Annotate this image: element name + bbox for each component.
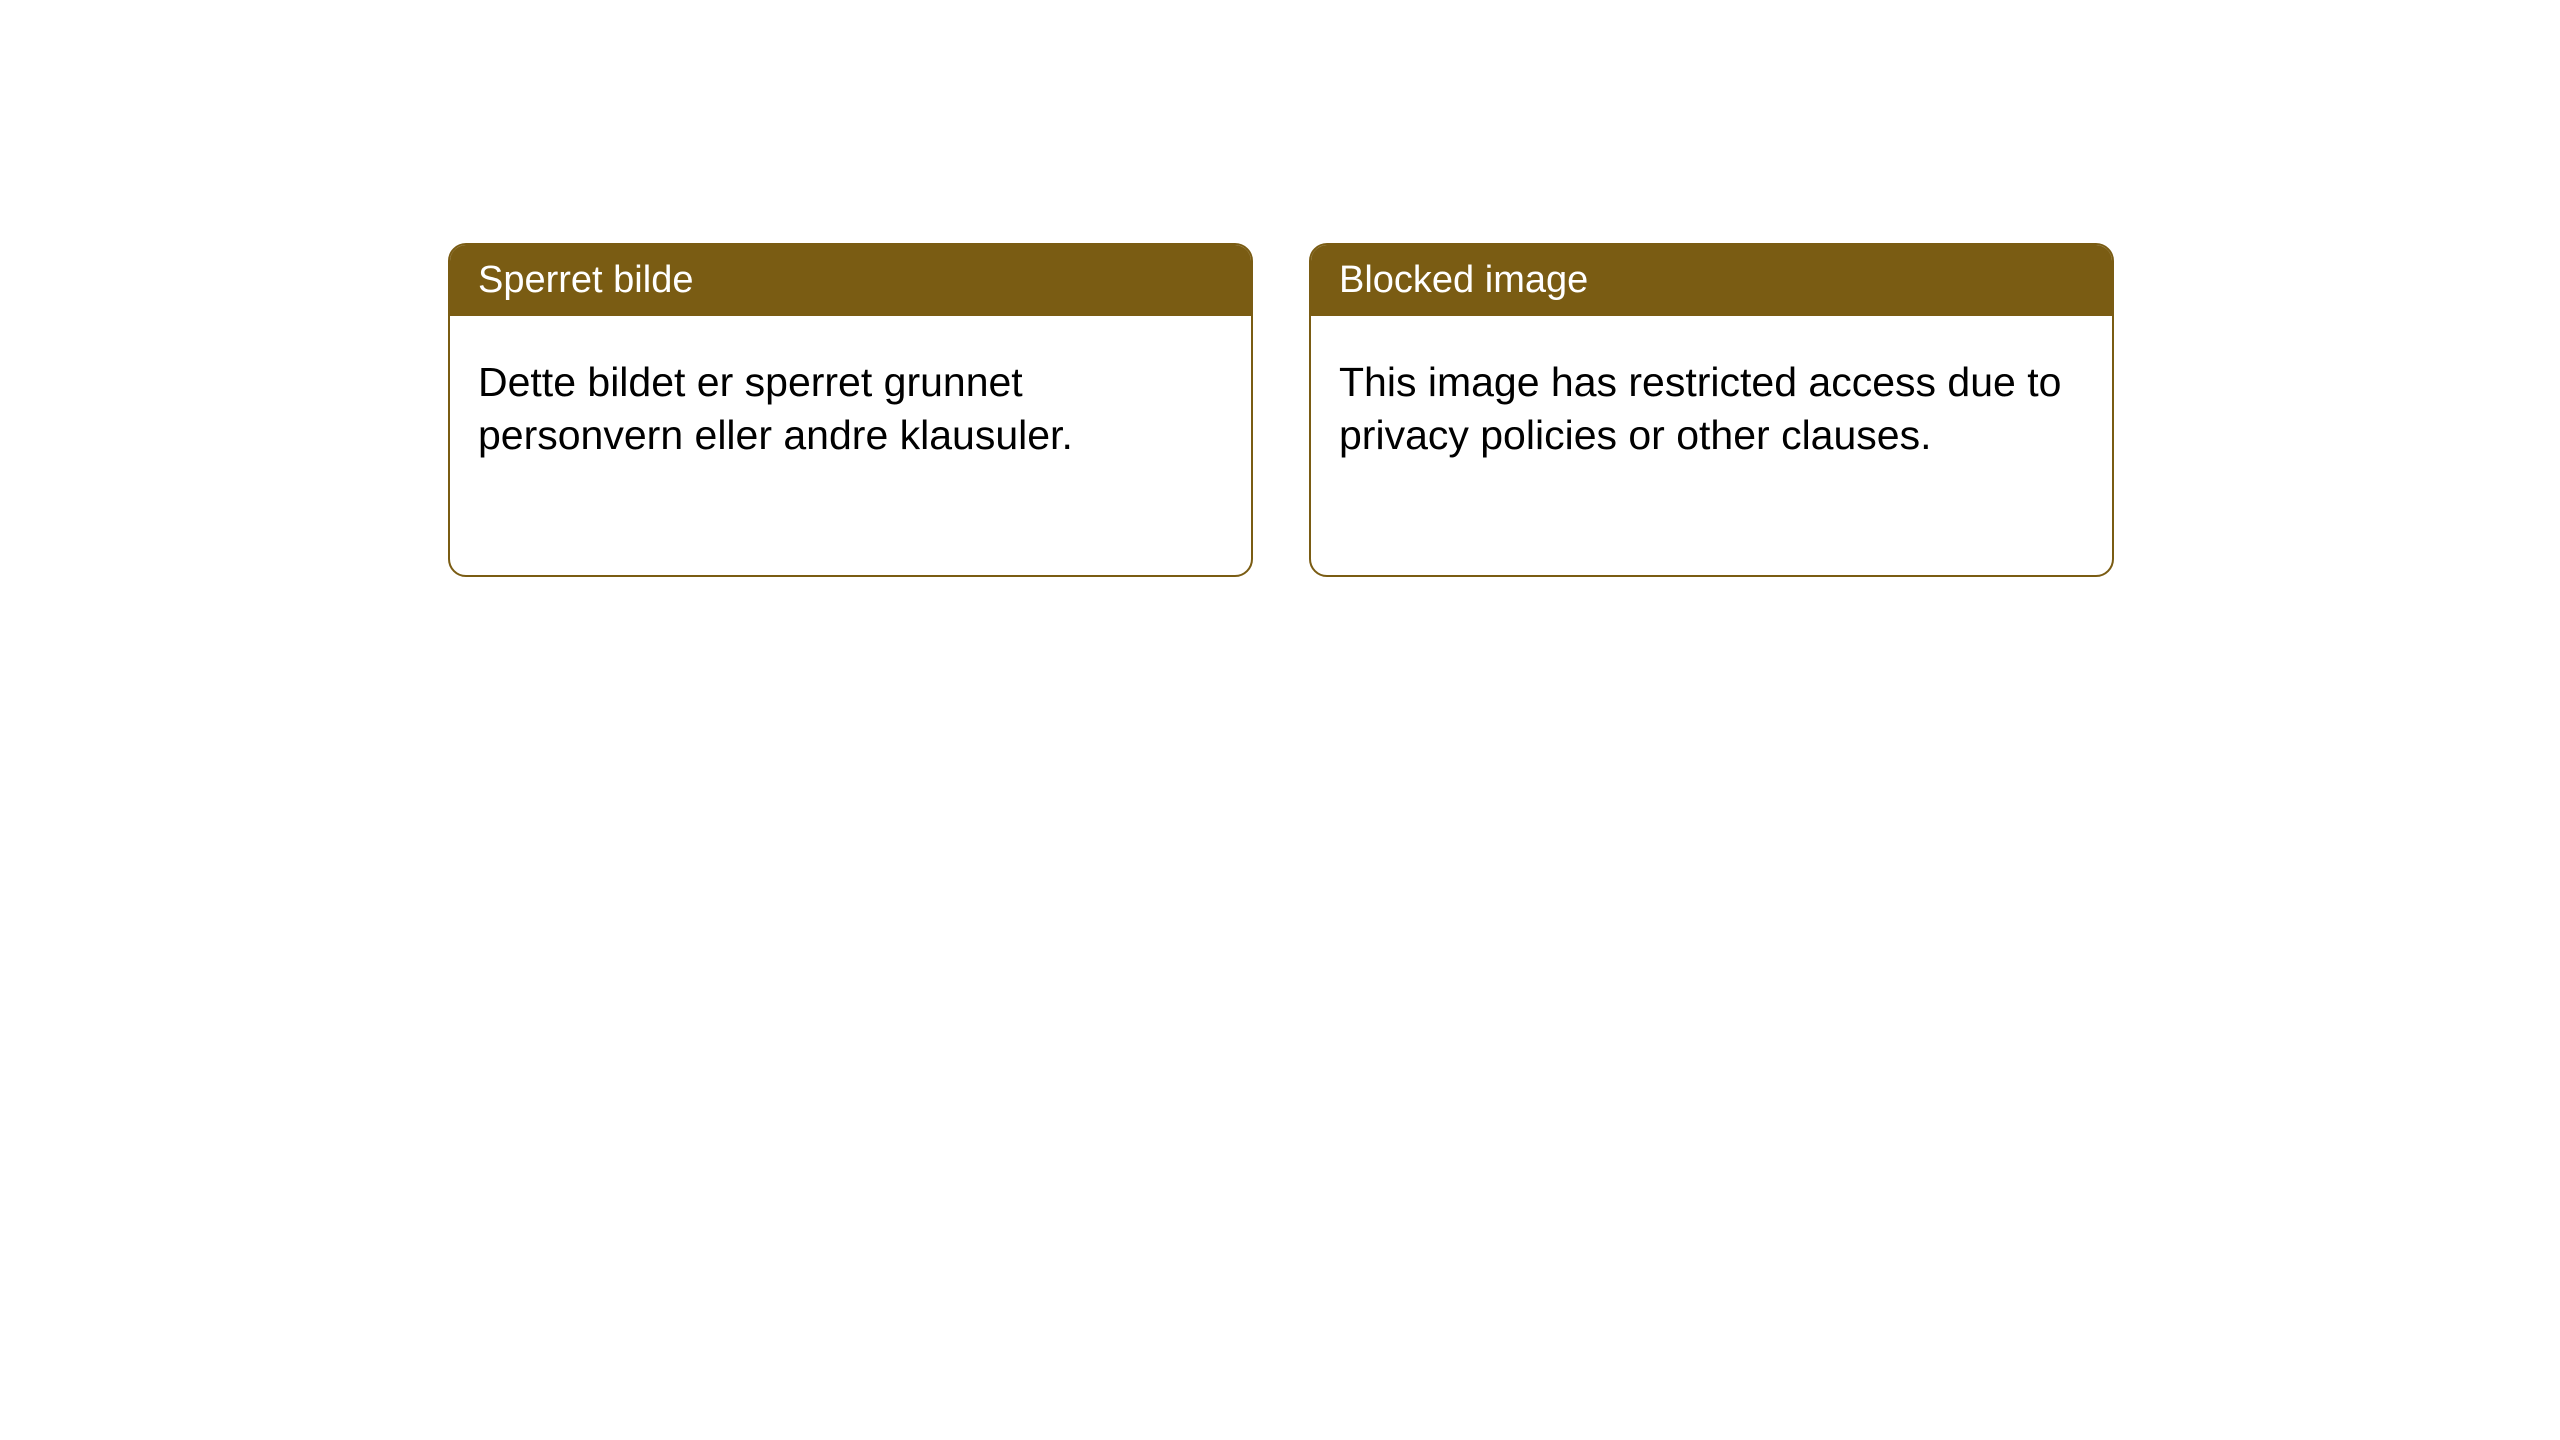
notice-body-en: This image has restricted access due to … (1311, 316, 2112, 503)
notice-card-en: Blocked image This image has restricted … (1309, 243, 2114, 577)
notice-card-no: Sperret bilde Dette bildet er sperret gr… (448, 243, 1253, 577)
notice-header-en: Blocked image (1311, 245, 2112, 316)
notice-container: Sperret bilde Dette bildet er sperret gr… (448, 243, 2114, 577)
notice-body-no: Dette bildet er sperret grunnet personve… (450, 316, 1251, 503)
notice-header-no: Sperret bilde (450, 245, 1251, 316)
